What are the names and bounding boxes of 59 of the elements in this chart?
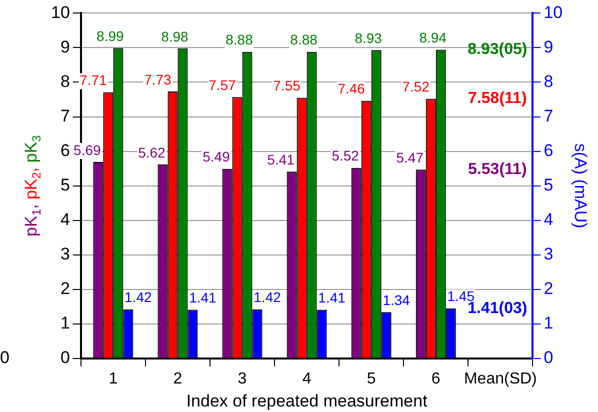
x-tick-label: 3: [238, 370, 247, 388]
data-label: 8.93: [354, 30, 382, 46]
data-label: 1.34: [382, 292, 410, 308]
y-tick-label: 9: [60, 37, 70, 56]
y-tick-label: 8: [60, 72, 70, 91]
y2-tick-label: 0: [544, 348, 554, 368]
y-axis-title: pK1, pK2, pK3: [22, 134, 44, 236]
y2-tick-label: 1: [544, 314, 554, 333]
x-axis-title: Index of repeated measurement: [186, 391, 428, 410]
data-label: 8.94: [419, 30, 447, 46]
annotation: 5.53(11): [468, 160, 527, 178]
data-label: 5.41: [267, 152, 295, 168]
y-tick-label: 0: [60, 348, 70, 368]
data-label: 5.69: [74, 142, 102, 158]
x-tick-label: 5: [366, 370, 376, 388]
y2-tick-label: 4: [544, 210, 554, 230]
y2-tick-label: 7: [544, 106, 554, 126]
data-label: 8.99: [96, 28, 124, 44]
data-label: 8.88: [290, 32, 318, 48]
y-tick-label: 10: [50, 2, 70, 22]
y-tick-label: 7: [60, 106, 70, 126]
data-label: 8.98: [161, 28, 189, 44]
data-label: 7.57: [208, 76, 236, 93]
data-label: 7.46: [338, 80, 366, 97]
data-label: 7.71: [80, 72, 108, 88]
y2-tick-label: 5: [544, 175, 554, 194]
data-label: 7.73: [144, 71, 172, 88]
data-label: 5.52: [332, 148, 360, 164]
y2-axis-title: s(A) (mAU): [571, 143, 590, 228]
data-label: 5.47: [396, 149, 424, 166]
data-label: 1.41: [189, 290, 217, 306]
annotation: 8.93(05): [468, 41, 528, 58]
x-tick-label: 1: [108, 370, 118, 388]
y-tick-label: 6: [60, 140, 70, 160]
y-tick-label: 3: [60, 244, 70, 264]
x-tick-label: 2: [173, 370, 182, 388]
data-label: 8.88: [226, 32, 254, 48]
y-tick-label: 4: [60, 210, 70, 230]
y2-tick-label: 2: [544, 279, 554, 298]
data-label: 1.41: [318, 290, 346, 306]
data-label: 5.62: [138, 144, 166, 160]
x-tick-label: Mean(SD): [464, 370, 537, 388]
y-tick-label: 2: [60, 279, 70, 298]
y2-tick-label: 8: [544, 72, 554, 91]
data-label: 7.55: [273, 78, 301, 94]
y-tick-label: 1: [60, 314, 70, 333]
y-tick-label: 5: [60, 175, 70, 194]
x-tick-label: 4: [302, 370, 312, 388]
data-label: 1.42: [254, 289, 282, 306]
text: 0: [0, 348, 10, 368]
y2-tick-label: 10: [544, 2, 563, 22]
data-label: 7.52: [402, 78, 430, 95]
data-label: 1.42: [124, 289, 152, 306]
y2-tick-label: 9: [544, 37, 554, 56]
x-tick-label: 6: [431, 370, 440, 388]
y2-tick-label: 6: [544, 140, 554, 160]
data-label: 5.49: [202, 148, 230, 165]
y2-tick-label: 3: [544, 244, 554, 264]
annotation: 7.58(11): [468, 90, 527, 108]
